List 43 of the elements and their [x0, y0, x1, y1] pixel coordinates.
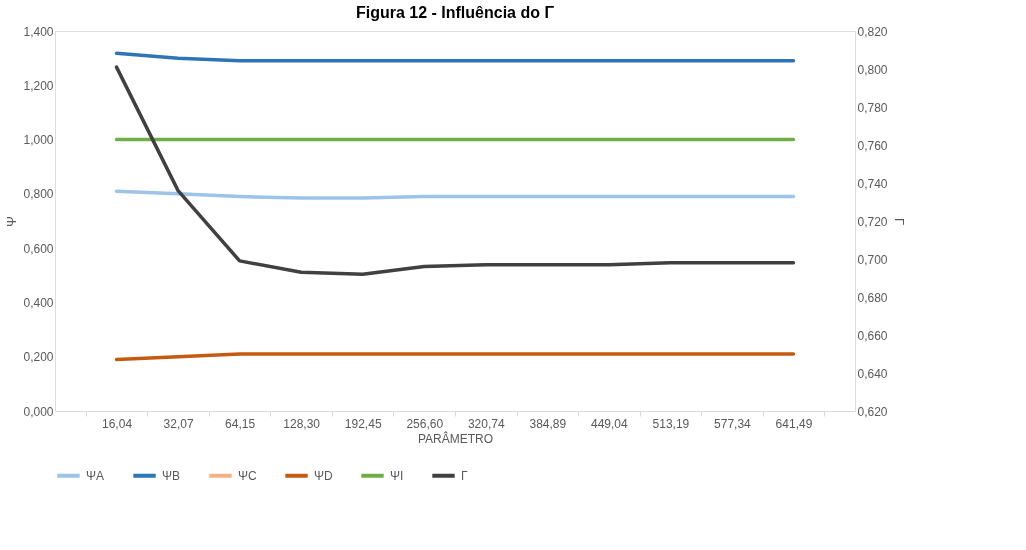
y-tick-label: 1,000 — [23, 133, 54, 148]
y2-tick-label: 0,680 — [857, 290, 888, 305]
y-tick-label: 1,200 — [23, 78, 54, 93]
y-tick-label: 1,400 — [23, 24, 54, 39]
x-tick-label: 192,45 — [344, 416, 382, 431]
legend-label: ΨD — [314, 468, 334, 483]
y-tick-label: 0,000 — [23, 404, 54, 419]
x-tick-label: 641,49 — [775, 416, 813, 431]
y2-tick-label: 0,700 — [857, 252, 888, 267]
x-tick-label: 64,15 — [225, 416, 256, 431]
line-series — [114, 189, 796, 200]
legend-label: ΨI — [390, 468, 404, 483]
x-tick-label: 577,34 — [714, 416, 752, 431]
y2-tick-label: 0,800 — [857, 62, 888, 77]
legend-label: ΨC — [238, 468, 258, 483]
y-tick-label: 0,600 — [23, 241, 54, 256]
y-axis-title: Ψ — [4, 216, 20, 227]
legend-label: ΨB — [162, 468, 181, 483]
y2-tick-label: 0,740 — [857, 176, 888, 191]
y2-axis-title: Γ — [891, 217, 907, 226]
y2-tick-label: 0,620 — [857, 404, 888, 419]
y2-tick-label: 0,640 — [857, 366, 888, 381]
line-series — [114, 65, 796, 276]
y2-tick-label: 0,780 — [857, 100, 888, 115]
x-tick-label: 16,04 — [102, 416, 133, 431]
x-axis-title: PARÂMETRO — [417, 430, 494, 446]
x-tick-label: 256,60 — [406, 416, 444, 431]
x-tick-label: 449,04 — [590, 416, 629, 431]
legend-label: ΨA — [86, 468, 105, 483]
x-tick-label: 513,19 — [652, 416, 690, 431]
y-tick-label: 0,400 — [23, 295, 54, 310]
legend-label: Γ — [461, 468, 468, 483]
x-tick-label: 384,89 — [529, 416, 567, 431]
y2-tick-label: 0,660 — [857, 328, 888, 343]
y2-tick-label: 0,760 — [857, 138, 888, 153]
x-tick-label: 320,74 — [467, 416, 505, 431]
chart-title: Figura 12 - Influência do Γ — [355, 4, 555, 21]
x-tick-label: 128,30 — [283, 416, 321, 431]
y2-tick-label: 0,720 — [857, 214, 888, 229]
x-tick-label: 32,07 — [163, 416, 194, 431]
y-tick-label: 0,800 — [23, 187, 54, 202]
y2-tick-label: 0,820 — [857, 24, 888, 39]
y-tick-label: 0,200 — [23, 350, 54, 365]
